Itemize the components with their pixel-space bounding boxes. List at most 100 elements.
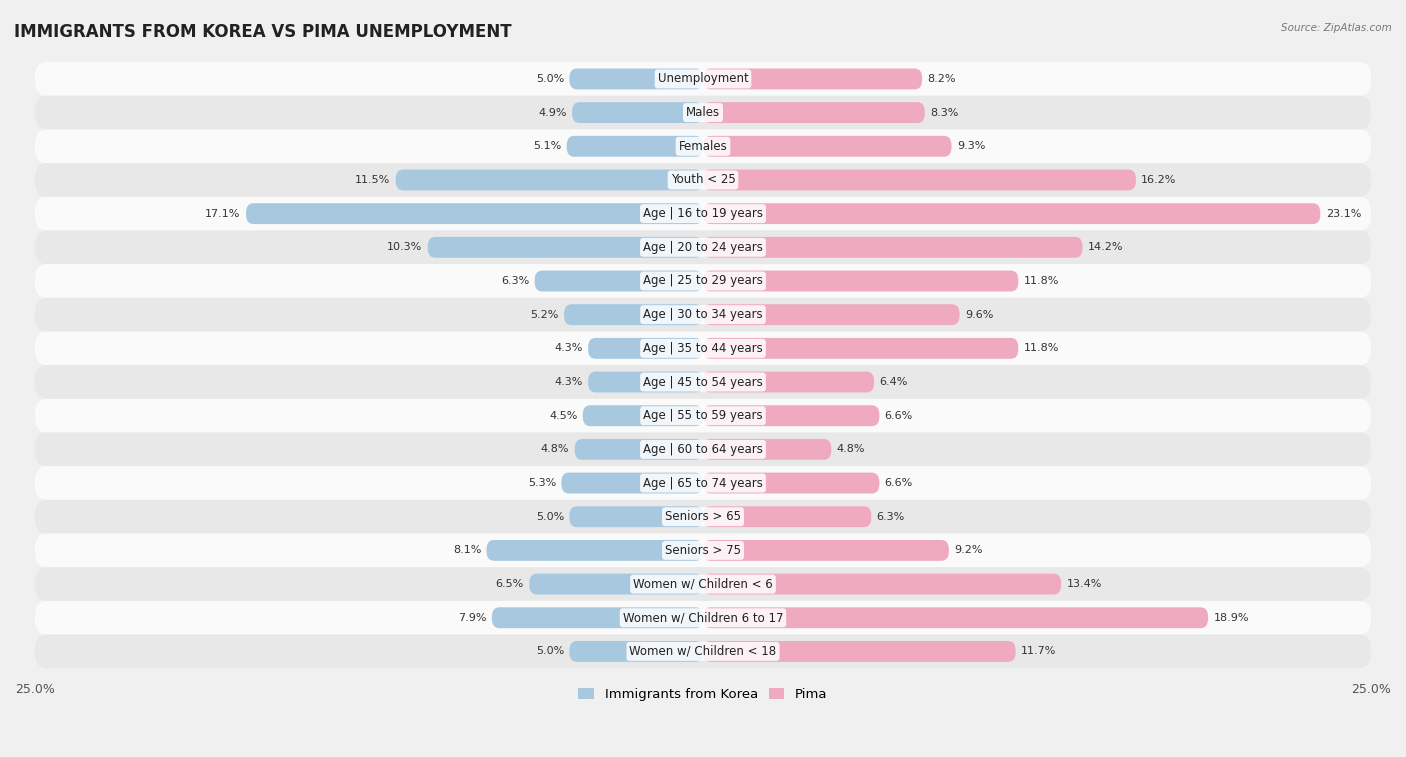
FancyBboxPatch shape [703, 439, 831, 459]
FancyBboxPatch shape [703, 641, 1015, 662]
FancyBboxPatch shape [703, 372, 875, 392]
Text: 13.4%: 13.4% [1066, 579, 1102, 589]
Text: 4.8%: 4.8% [541, 444, 569, 454]
FancyBboxPatch shape [569, 641, 703, 662]
FancyBboxPatch shape [492, 607, 703, 628]
Text: 5.3%: 5.3% [527, 478, 555, 488]
Text: Age | 35 to 44 years: Age | 35 to 44 years [643, 342, 763, 355]
FancyBboxPatch shape [534, 270, 703, 291]
FancyBboxPatch shape [561, 472, 703, 494]
FancyBboxPatch shape [703, 506, 872, 527]
FancyBboxPatch shape [529, 574, 703, 594]
Text: IMMIGRANTS FROM KOREA VS PIMA UNEMPLOYMENT: IMMIGRANTS FROM KOREA VS PIMA UNEMPLOYME… [14, 23, 512, 41]
Text: 4.3%: 4.3% [554, 377, 582, 387]
FancyBboxPatch shape [703, 237, 1083, 257]
FancyBboxPatch shape [588, 338, 703, 359]
Text: Age | 20 to 24 years: Age | 20 to 24 years [643, 241, 763, 254]
Text: 6.3%: 6.3% [501, 276, 529, 286]
FancyBboxPatch shape [569, 506, 703, 527]
Text: 8.1%: 8.1% [453, 545, 481, 556]
FancyBboxPatch shape [35, 365, 1371, 399]
Text: Age | 45 to 54 years: Age | 45 to 54 years [643, 375, 763, 388]
Text: 5.0%: 5.0% [536, 646, 564, 656]
FancyBboxPatch shape [572, 102, 703, 123]
FancyBboxPatch shape [703, 170, 1136, 191]
Text: 9.6%: 9.6% [965, 310, 993, 319]
Text: 11.5%: 11.5% [356, 175, 391, 185]
Text: Age | 55 to 59 years: Age | 55 to 59 years [643, 410, 763, 422]
Text: 6.6%: 6.6% [884, 478, 912, 488]
Text: Women w/ Children < 6: Women w/ Children < 6 [633, 578, 773, 590]
FancyBboxPatch shape [582, 405, 703, 426]
Text: 23.1%: 23.1% [1326, 209, 1361, 219]
FancyBboxPatch shape [35, 62, 1371, 96]
Text: 6.3%: 6.3% [877, 512, 905, 522]
FancyBboxPatch shape [35, 567, 1371, 601]
FancyBboxPatch shape [564, 304, 703, 325]
Text: 6.4%: 6.4% [879, 377, 908, 387]
Text: Seniors > 75: Seniors > 75 [665, 544, 741, 557]
FancyBboxPatch shape [246, 203, 703, 224]
FancyBboxPatch shape [35, 230, 1371, 264]
FancyBboxPatch shape [35, 432, 1371, 466]
Text: 17.1%: 17.1% [205, 209, 240, 219]
Text: Males: Males [686, 106, 720, 119]
FancyBboxPatch shape [35, 298, 1371, 332]
FancyBboxPatch shape [35, 163, 1371, 197]
Text: Age | 30 to 34 years: Age | 30 to 34 years [643, 308, 763, 321]
Text: 11.8%: 11.8% [1024, 344, 1059, 354]
FancyBboxPatch shape [703, 472, 879, 494]
FancyBboxPatch shape [35, 466, 1371, 500]
Legend: Immigrants from Korea, Pima: Immigrants from Korea, Pima [574, 682, 832, 706]
Text: Source: ZipAtlas.com: Source: ZipAtlas.com [1281, 23, 1392, 33]
Text: Age | 65 to 74 years: Age | 65 to 74 years [643, 477, 763, 490]
FancyBboxPatch shape [35, 129, 1371, 163]
FancyBboxPatch shape [35, 96, 1371, 129]
FancyBboxPatch shape [703, 540, 949, 561]
Text: Unemployment: Unemployment [658, 73, 748, 86]
FancyBboxPatch shape [427, 237, 703, 257]
FancyBboxPatch shape [35, 332, 1371, 365]
Text: Age | 60 to 64 years: Age | 60 to 64 years [643, 443, 763, 456]
FancyBboxPatch shape [35, 500, 1371, 534]
Text: 11.8%: 11.8% [1024, 276, 1059, 286]
FancyBboxPatch shape [395, 170, 703, 191]
Text: Age | 16 to 19 years: Age | 16 to 19 years [643, 207, 763, 220]
FancyBboxPatch shape [575, 439, 703, 459]
Text: Age | 25 to 29 years: Age | 25 to 29 years [643, 275, 763, 288]
Text: Youth < 25: Youth < 25 [671, 173, 735, 186]
Text: 18.9%: 18.9% [1213, 612, 1249, 623]
FancyBboxPatch shape [703, 102, 925, 123]
Text: 4.5%: 4.5% [548, 411, 578, 421]
FancyBboxPatch shape [35, 264, 1371, 298]
FancyBboxPatch shape [35, 534, 1371, 567]
FancyBboxPatch shape [703, 203, 1320, 224]
Text: 5.2%: 5.2% [530, 310, 558, 319]
Text: 10.3%: 10.3% [387, 242, 422, 252]
Text: Females: Females [679, 140, 727, 153]
FancyBboxPatch shape [703, 574, 1062, 594]
Text: 11.7%: 11.7% [1021, 646, 1056, 656]
FancyBboxPatch shape [703, 304, 959, 325]
FancyBboxPatch shape [703, 68, 922, 89]
FancyBboxPatch shape [703, 270, 1018, 291]
FancyBboxPatch shape [486, 540, 703, 561]
Text: Women w/ Children 6 to 17: Women w/ Children 6 to 17 [623, 611, 783, 625]
Text: Seniors > 65: Seniors > 65 [665, 510, 741, 523]
Text: 6.5%: 6.5% [496, 579, 524, 589]
Text: 16.2%: 16.2% [1142, 175, 1177, 185]
Text: 9.2%: 9.2% [955, 545, 983, 556]
FancyBboxPatch shape [35, 634, 1371, 668]
Text: 7.9%: 7.9% [458, 612, 486, 623]
FancyBboxPatch shape [588, 372, 703, 392]
FancyBboxPatch shape [703, 607, 1208, 628]
FancyBboxPatch shape [703, 405, 879, 426]
Text: 4.9%: 4.9% [538, 107, 567, 117]
Text: 8.3%: 8.3% [931, 107, 959, 117]
FancyBboxPatch shape [35, 601, 1371, 634]
Text: 8.2%: 8.2% [928, 74, 956, 84]
Text: Women w/ Children < 18: Women w/ Children < 18 [630, 645, 776, 658]
Text: 9.3%: 9.3% [957, 142, 986, 151]
FancyBboxPatch shape [35, 197, 1371, 230]
FancyBboxPatch shape [703, 338, 1018, 359]
